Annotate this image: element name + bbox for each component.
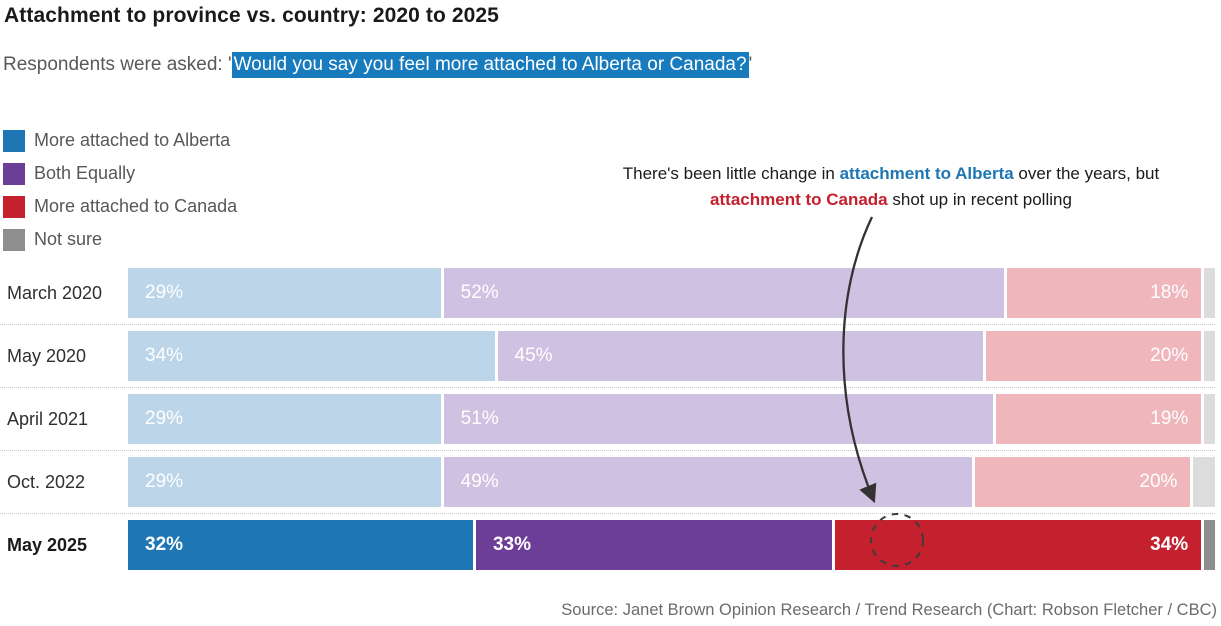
legend-item: More attached to Alberta bbox=[3, 124, 237, 157]
row-label: Oct. 2022 bbox=[0, 457, 125, 507]
row-separator bbox=[0, 387, 1215, 388]
value-label: 18% bbox=[1150, 282, 1189, 303]
bar-segment bbox=[1204, 331, 1215, 381]
bar-segment: 34% bbox=[834, 520, 1202, 570]
value-label: 20% bbox=[1139, 471, 1178, 492]
bar-segment: 33% bbox=[475, 520, 832, 570]
bar-segment: 20% bbox=[974, 457, 1191, 507]
bar-segment: 18% bbox=[1007, 268, 1202, 318]
bar-segment bbox=[1193, 457, 1215, 507]
bar-segment: 32% bbox=[128, 520, 473, 570]
annotation-segment-plain: There's been little change in bbox=[622, 164, 840, 183]
subtitle-highlighted-question: Would you say you feel more attached to … bbox=[231, 52, 749, 78]
bar-segment: 51% bbox=[443, 394, 994, 444]
value-label: 29% bbox=[145, 408, 184, 429]
bar-segment bbox=[1204, 520, 1215, 570]
row-separator bbox=[0, 450, 1215, 451]
legend-swatch-icon bbox=[3, 195, 25, 218]
legend-item: Both Equally bbox=[3, 157, 237, 190]
value-label: 45% bbox=[514, 345, 553, 366]
stacked-bar: 29% 52% 18% bbox=[128, 268, 1216, 318]
annotation-segment-plain: over the years, but bbox=[1013, 164, 1160, 183]
annotation-segment-alberta: attachment to Alberta bbox=[839, 164, 1014, 183]
legend-label: More attached to Alberta bbox=[34, 130, 231, 150]
bar-segment bbox=[1204, 268, 1216, 318]
value-label: 34% bbox=[1150, 534, 1189, 555]
bar-segment: 52% bbox=[443, 268, 1005, 318]
bar-segment: 34% bbox=[128, 331, 495, 381]
value-label: 33% bbox=[492, 534, 531, 555]
stacked-bar: 29% 51% 19% bbox=[128, 394, 1215, 444]
bar-row: Oct. 2022 29% 49% 20% bbox=[0, 457, 1215, 507]
chart-subtitle: Respondents were asked: ' Would you say y… bbox=[3, 52, 753, 78]
bar-row: May 2020 34% 45% 20% bbox=[0, 331, 1215, 381]
value-label: 49% bbox=[460, 471, 499, 492]
value-label: 20% bbox=[1150, 345, 1189, 366]
stacked-bar: 29% 49% 20% bbox=[128, 457, 1215, 507]
row-label: April 2021 bbox=[0, 394, 125, 444]
stacked-bar: 32% 33% 34% bbox=[128, 520, 1215, 570]
page-title: Attachment to province vs. country: 2020… bbox=[4, 4, 499, 27]
bar-segment bbox=[1204, 394, 1215, 444]
legend-swatch-icon bbox=[3, 129, 25, 152]
bar-row: May 2025 32% 33% 34% bbox=[0, 520, 1215, 570]
bar-row: April 2021 29% 51% 19% bbox=[0, 394, 1215, 444]
value-label: 51% bbox=[460, 408, 499, 429]
stacked-bar: 34% 45% 20% bbox=[128, 331, 1215, 381]
annotation-segment-canada: attachment to Canada bbox=[710, 190, 888, 209]
bar-segment: 29% bbox=[128, 268, 441, 318]
value-label: 29% bbox=[145, 471, 184, 492]
bar-chart: March 2020 29% 52% 18% May 2020 34% 45% 20% Apri… bbox=[0, 268, 1216, 570]
value-label: 29% bbox=[145, 282, 184, 303]
bar-segment: 29% bbox=[128, 394, 441, 444]
value-label: 32% bbox=[145, 534, 184, 555]
legend-label: Both Equally bbox=[34, 163, 136, 183]
legend-item: More attached to Canada bbox=[3, 190, 237, 223]
value-label: 19% bbox=[1150, 408, 1189, 429]
source-credit: Source: Janet Brown Opinion Research / T… bbox=[561, 601, 1217, 619]
value-label: 52% bbox=[460, 282, 499, 303]
annotation-segment-plain: shot up in recent polling bbox=[887, 190, 1072, 209]
row-separator bbox=[0, 513, 1215, 514]
subtitle-suffix: ' bbox=[748, 54, 753, 75]
value-label: 34% bbox=[145, 345, 184, 366]
annotation-text: There's been little change in attachment… bbox=[598, 161, 1184, 213]
bar-segment: 20% bbox=[985, 331, 1202, 381]
bar-segment: 19% bbox=[996, 394, 1202, 444]
legend-label: More attached to Canada bbox=[34, 196, 238, 216]
row-label: May 2020 bbox=[0, 331, 125, 381]
bar-segment: 29% bbox=[128, 457, 441, 507]
row-separator bbox=[0, 324, 1215, 325]
bar-segment: 49% bbox=[443, 457, 972, 507]
legend-swatch-icon bbox=[3, 162, 25, 185]
legend-item: Not sure bbox=[3, 223, 237, 256]
row-label: May 2025 bbox=[0, 520, 125, 570]
legend: More attached to Alberta Both Equally More… bbox=[3, 124, 237, 256]
row-label: March 2020 bbox=[0, 268, 125, 318]
bar-row: March 2020 29% 52% 18% bbox=[0, 268, 1216, 318]
legend-swatch-icon bbox=[3, 228, 25, 251]
bar-segment: 45% bbox=[497, 331, 983, 381]
legend-label: Not sure bbox=[34, 229, 103, 249]
subtitle-prefix: Respondents were asked: ' bbox=[3, 54, 232, 75]
